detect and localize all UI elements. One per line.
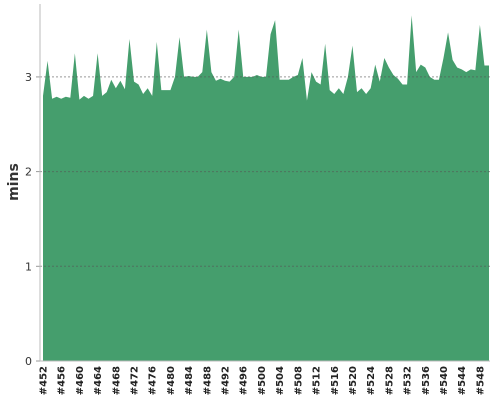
x-tick-label: #452 xyxy=(39,366,50,395)
x-tick-label: #456 xyxy=(57,366,68,395)
x-tick-label: #520 xyxy=(348,366,359,395)
x-tick-label: #544 xyxy=(457,366,468,395)
x-tick-label: #532 xyxy=(403,366,414,395)
x-tick-label: #524 xyxy=(366,366,377,395)
x-tick-label: #476 xyxy=(148,366,159,395)
x-tick-label: #484 xyxy=(184,366,195,395)
x-tick-label: #492 xyxy=(221,366,232,395)
x-tick-label: #548 xyxy=(475,366,486,395)
x-tick-label: #468 xyxy=(111,366,122,395)
y-tick-label: 0 xyxy=(25,355,32,368)
x-tick-label: #516 xyxy=(330,366,341,395)
y-tick-label: 2 xyxy=(25,166,32,179)
y-tick-label: 3 xyxy=(25,71,32,84)
x-tick-label: #480 xyxy=(166,366,177,395)
y-axis-label: mins xyxy=(6,163,22,201)
x-tick-label: #464 xyxy=(93,366,104,395)
x-tick-label: #488 xyxy=(202,366,213,395)
x-tick-label: #512 xyxy=(312,366,323,395)
x-tick-label: #460 xyxy=(75,366,86,395)
x-tick-label: #536 xyxy=(421,366,432,395)
y-tick-label: 1 xyxy=(25,260,32,273)
area xyxy=(43,15,489,362)
x-tick-label: #496 xyxy=(239,366,250,395)
x-tick-label: #472 xyxy=(130,366,141,395)
x-tick-label: #528 xyxy=(384,366,395,395)
x-tick-label: #500 xyxy=(257,366,268,395)
x-tick-label: #508 xyxy=(293,366,304,395)
x-tick-label: #540 xyxy=(439,366,450,395)
x-tick-label: #504 xyxy=(275,366,286,395)
